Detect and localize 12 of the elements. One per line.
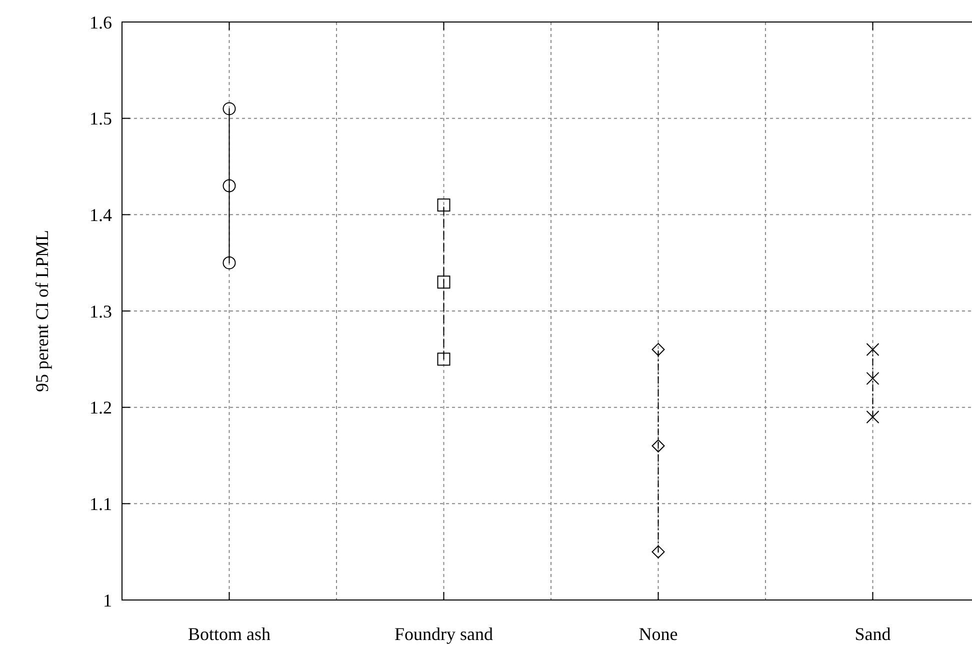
y-tick-label: 1 (103, 590, 112, 610)
y-tick-label: 1.2 (90, 398, 112, 418)
x-tick-label: Foundry sand (394, 624, 493, 644)
x-tick-label: None (638, 624, 678, 644)
x-tick-label: Bottom ash (188, 624, 271, 644)
y-axis-title: 95 perent CI of LPML (32, 230, 52, 392)
x-tick-label: Sand (854, 624, 891, 644)
y-tick-label: 1.5 (90, 108, 112, 129)
y-tick-label: 1.4 (90, 204, 112, 225)
y-tick-label: 1.3 (90, 301, 112, 322)
y-tick-label: 1.1 (90, 494, 112, 514)
y-tick-label: 1.6 (90, 12, 112, 32)
